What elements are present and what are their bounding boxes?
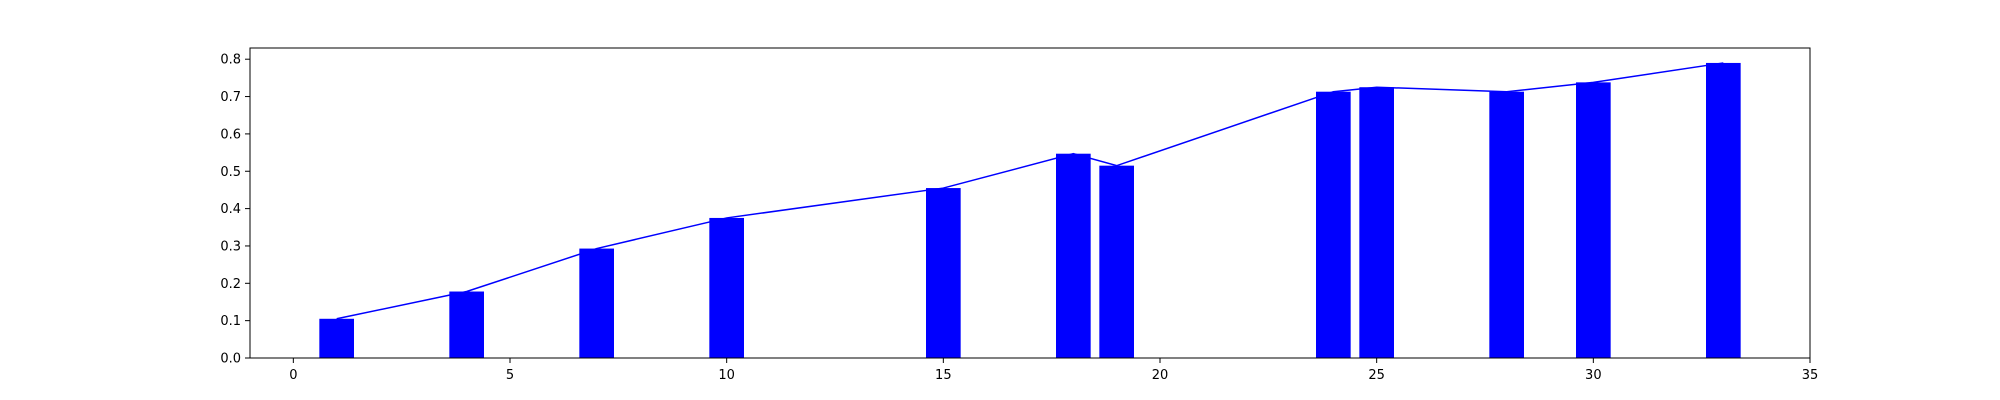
bar (1099, 165, 1134, 358)
bar (1359, 87, 1394, 359)
bar (1576, 82, 1611, 358)
y-tick-label: 0.3 (220, 239, 241, 254)
axes-frame (249, 47, 1811, 359)
bar (926, 188, 961, 358)
x-tick-label: 25 (1368, 368, 1385, 383)
x-tick-label: 10 (718, 368, 735, 383)
x-tick-label: 15 (935, 368, 952, 383)
x-tick-label: 20 (1152, 368, 1169, 383)
y-tick-label: 0.0 (220, 352, 241, 367)
bars (319, 62, 1741, 359)
x-tick-label: 0 (289, 368, 297, 383)
bar (579, 248, 614, 358)
x-tick-label: 35 (1802, 368, 1819, 383)
trend-line (336, 62, 1724, 320)
y-tick-label: 0.8 (220, 53, 241, 68)
y-tick-label: 0.6 (220, 127, 241, 142)
x-axis-ticks: 0 5 10 15 20 25 30 35 (289, 358, 1818, 383)
bar (709, 217, 744, 358)
y-tick-label: 0.4 (220, 202, 241, 217)
y-tick-label: 0.1 (220, 314, 241, 329)
bar (1706, 62, 1741, 358)
y-tick-label: 0.2 (220, 277, 241, 292)
x-tick-label: 30 (1585, 368, 1602, 383)
bar (319, 318, 354, 358)
trend-line-group (336, 62, 1724, 320)
y-axis-ticks: 0.0 0.1 0.2 0.3 0.4 0.5 0.6 0.7 0.8 (220, 53, 250, 367)
bar (1056, 153, 1091, 358)
bar (1316, 91, 1351, 358)
x-tick-label: 5 (506, 368, 514, 383)
y-tick-label: 0.7 (220, 90, 241, 105)
y-tick-label: 0.5 (220, 165, 241, 180)
bar (1489, 91, 1524, 358)
bar (449, 291, 484, 358)
